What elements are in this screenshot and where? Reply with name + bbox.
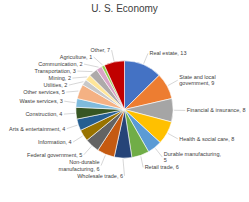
leader-line bbox=[84, 146, 91, 154]
leader-line bbox=[141, 156, 143, 167]
slice-label: Waste services, 3 bbox=[20, 98, 63, 104]
slice-label: Health & social care, 8 bbox=[179, 136, 234, 142]
leader-line bbox=[77, 71, 92, 73]
slice-label: Federal government, 5 bbox=[27, 152, 82, 158]
leader-line bbox=[94, 57, 103, 65]
slice-label: Wholesale trade, 6 bbox=[77, 173, 123, 179]
leader-line bbox=[168, 80, 178, 85]
slices bbox=[76, 61, 173, 158]
leader-line bbox=[66, 91, 78, 92]
leader-line bbox=[155, 148, 162, 157]
leader-line bbox=[72, 77, 87, 78]
pie: Real estate, 13 State and localgovernment… bbox=[9, 47, 245, 179]
slice-label: Durable manufacturing,5 bbox=[164, 151, 222, 164]
slice-label: Non-durablemanufacturing, 6 bbox=[59, 159, 100, 172]
chart: U. S. Economy Real estate, 13 State and lo… bbox=[0, 0, 249, 202]
leader-line bbox=[84, 64, 99, 67]
leader-line bbox=[144, 53, 148, 63]
slice-label: Information, 4 bbox=[38, 139, 72, 145]
slice-label: State and localgovernment, 9 bbox=[179, 74, 215, 87]
slice-label: Other services, 5 bbox=[23, 89, 65, 95]
slice-label: Transportation, 3 bbox=[35, 68, 76, 74]
leader-line bbox=[67, 125, 78, 129]
slice-label: Agriculture, 1 bbox=[60, 54, 92, 60]
slice-label: Mining, 2 bbox=[49, 75, 71, 81]
pie-slice bbox=[104, 61, 124, 110]
leader-line bbox=[69, 82, 84, 85]
slice-label: Financial & insurance, 8 bbox=[187, 107, 246, 113]
slice-label: Real estate, 13 bbox=[149, 50, 186, 56]
slice-labels: Real estate, 13 State and localgovernment… bbox=[9, 47, 245, 179]
slice-label: Utilities, 2 bbox=[43, 82, 67, 88]
slice-label: Arts & entertainment, 4 bbox=[9, 126, 65, 132]
leader-line bbox=[112, 50, 114, 61]
leader-line bbox=[168, 133, 178, 138]
leader-line bbox=[101, 155, 105, 165]
leader-line bbox=[174, 110, 185, 111]
leader-line bbox=[73, 136, 82, 142]
slice-label: Construction, 4 bbox=[25, 111, 62, 117]
slice-label: Retail trade, 6 bbox=[145, 164, 179, 170]
leader-line bbox=[64, 113, 75, 115]
slice-label: Other, 7 bbox=[91, 47, 111, 53]
leader-line bbox=[123, 159, 125, 176]
slice-label: Communication, 2 bbox=[38, 61, 82, 67]
leader-line bbox=[64, 101, 75, 103]
chart-title: U. S. Economy bbox=[91, 3, 158, 14]
